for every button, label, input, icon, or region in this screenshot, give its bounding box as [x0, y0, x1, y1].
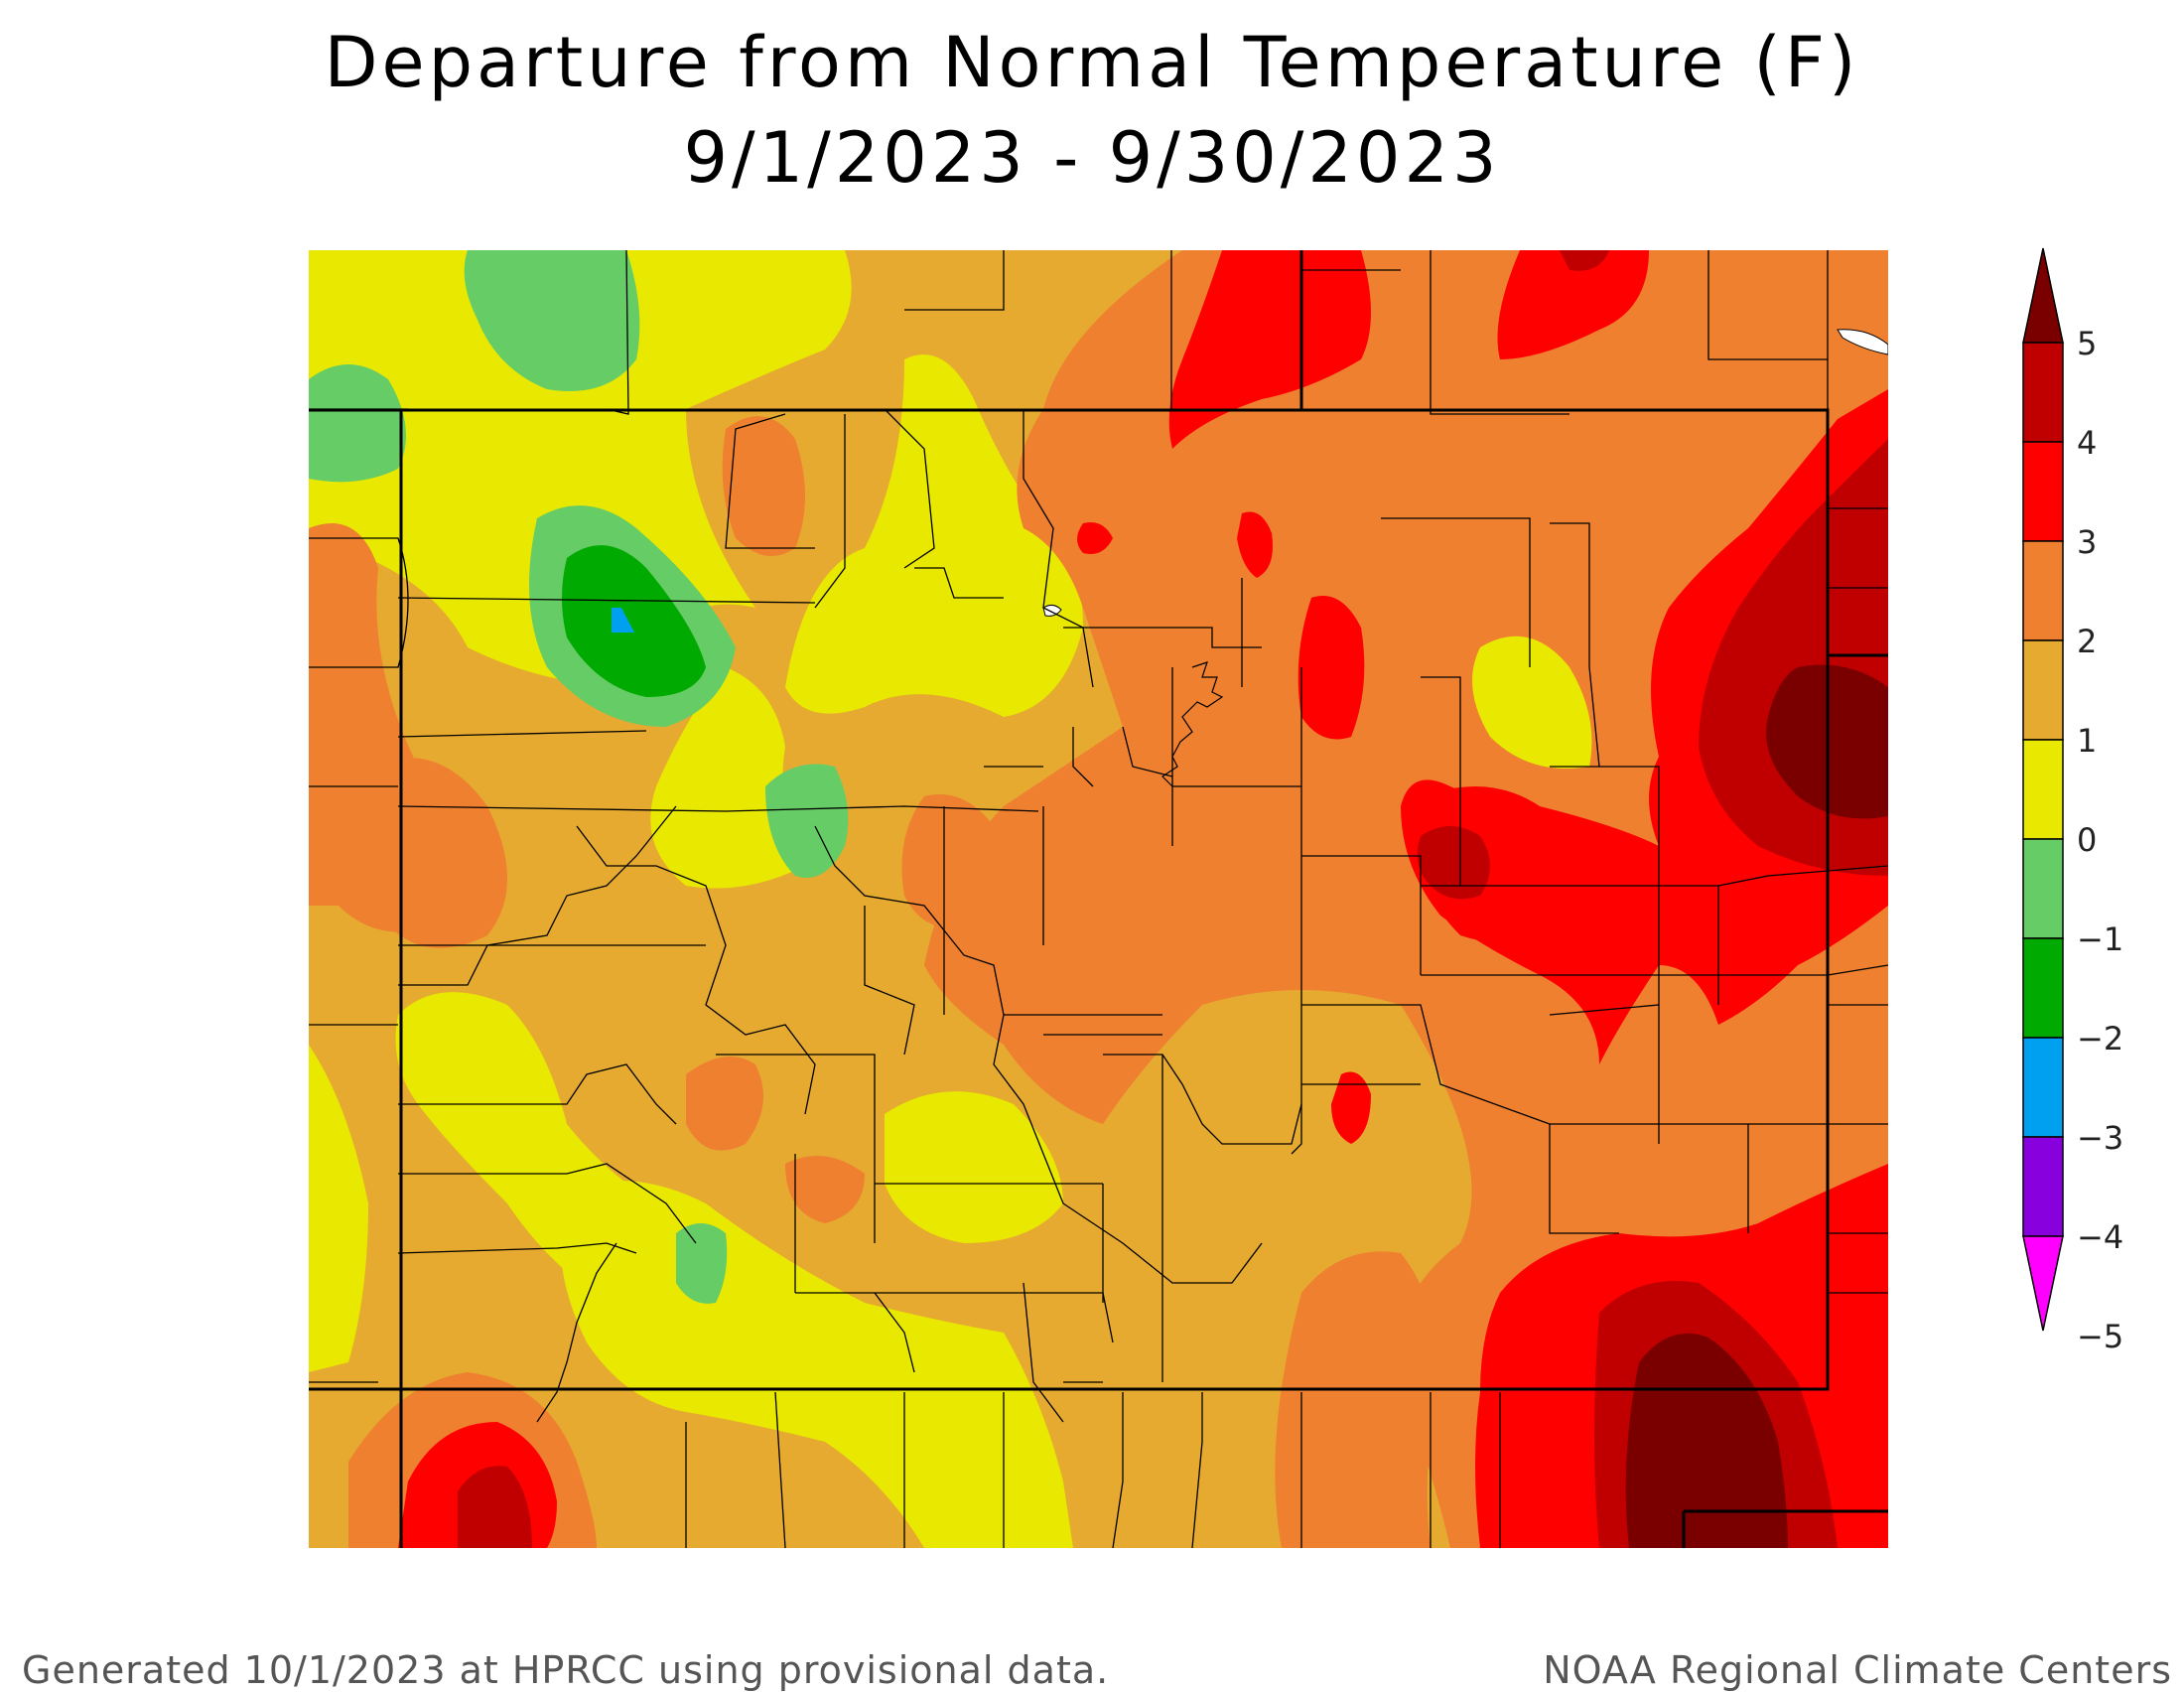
- legend-swatch: [2022, 342, 2064, 443]
- contour-yellow-north-central: [785, 354, 1083, 717]
- legend-label: −1: [2077, 920, 2123, 958]
- color-legend: 5 4 3 2 1 0 −1 −2 −3 −4 −5: [2022, 247, 2123, 1355]
- legend-label: −3: [2077, 1119, 2123, 1157]
- contour-orange-north-lobe: [722, 416, 805, 556]
- legend-label: 4: [2077, 424, 2097, 462]
- contour-orange-south-small: [785, 1156, 865, 1223]
- contour-yellow-south-dome: [885, 1091, 1063, 1243]
- city-boundary: [1161, 661, 1224, 787]
- contour-lightgreen-west: [309, 364, 406, 483]
- contour-red-central-north: [1297, 596, 1365, 740]
- generated-note: Generated 10/1/2023 at HPRCC using provi…: [22, 1648, 1110, 1692]
- contour-yellow-northwest: [309, 250, 852, 687]
- legend-swatch: [2022, 540, 2064, 641]
- contour-orange-southcentral: [686, 1057, 763, 1151]
- contour-lightgreen-south: [676, 1223, 728, 1304]
- contour-yellow-far-west: [309, 1045, 368, 1372]
- lake-central: [1042, 604, 1062, 617]
- contour-yellow-northeast-core: [1472, 635, 1592, 769]
- legend-swatch-top: [2022, 247, 2064, 344]
- contour-red-small-2: [1237, 511, 1273, 578]
- contour-orange-southeast: [1275, 1251, 1440, 1548]
- map-title: Departure from Normal Temperature (F): [324, 22, 1860, 103]
- noaa-credit: NOAA Regional Climate Centers: [1543, 1648, 2172, 1692]
- legend-label: −4: [2077, 1218, 2123, 1256]
- legend-swatch: [2022, 639, 2064, 741]
- contour-red-east-point: [1331, 1071, 1371, 1144]
- contour-maroon-southeast: [1625, 1333, 1788, 1548]
- legend-label: −2: [2077, 1020, 2123, 1058]
- contour-darkred-east-2: [1417, 826, 1490, 900]
- contour-orange-central: [901, 794, 996, 927]
- contour-darkred-north: [1560, 250, 1609, 271]
- contour-orange-west-2: [361, 758, 507, 948]
- legend-swatch: [2022, 1136, 2064, 1237]
- contour-red-far-north: [1497, 250, 1649, 359]
- legend-swatch: [2022, 739, 2064, 840]
- contour-green-center-west: [562, 545, 706, 697]
- contour-lightgreen-north: [464, 250, 640, 391]
- contour-red-small-1: [1077, 522, 1113, 554]
- contour-red-east-bridge: [1401, 786, 1659, 943]
- contour-darkred-southwest: [458, 1466, 532, 1548]
- contour-yellow-central-band: [650, 667, 805, 889]
- legend-label: 0: [2077, 821, 2097, 859]
- legend-swatch: [2022, 937, 2064, 1039]
- legend-swatch-bottom: [2022, 1235, 2064, 1332]
- legend-swatch: [2022, 441, 2064, 542]
- contour-lightgreen-central: [765, 764, 849, 878]
- state-boundaries: [309, 250, 1888, 1548]
- legend-label: 2: [2077, 623, 2097, 660]
- legend-label: 1: [2077, 722, 2097, 760]
- legend-label: 3: [2077, 523, 2097, 561]
- temperature-departure-map: [309, 250, 1888, 1548]
- legend-swatch: [2022, 1037, 2064, 1138]
- legend-label: 5: [2077, 325, 2097, 362]
- legend-label: −5: [2077, 1318, 2123, 1355]
- contour-red-north: [1168, 250, 1371, 449]
- contour-blue-spot: [612, 608, 634, 633]
- legend-swatch: [2022, 838, 2064, 939]
- map-date-range: 9/1/2023 - 9/30/2023: [683, 117, 1501, 199]
- lake-northeast: [1837, 329, 1888, 355]
